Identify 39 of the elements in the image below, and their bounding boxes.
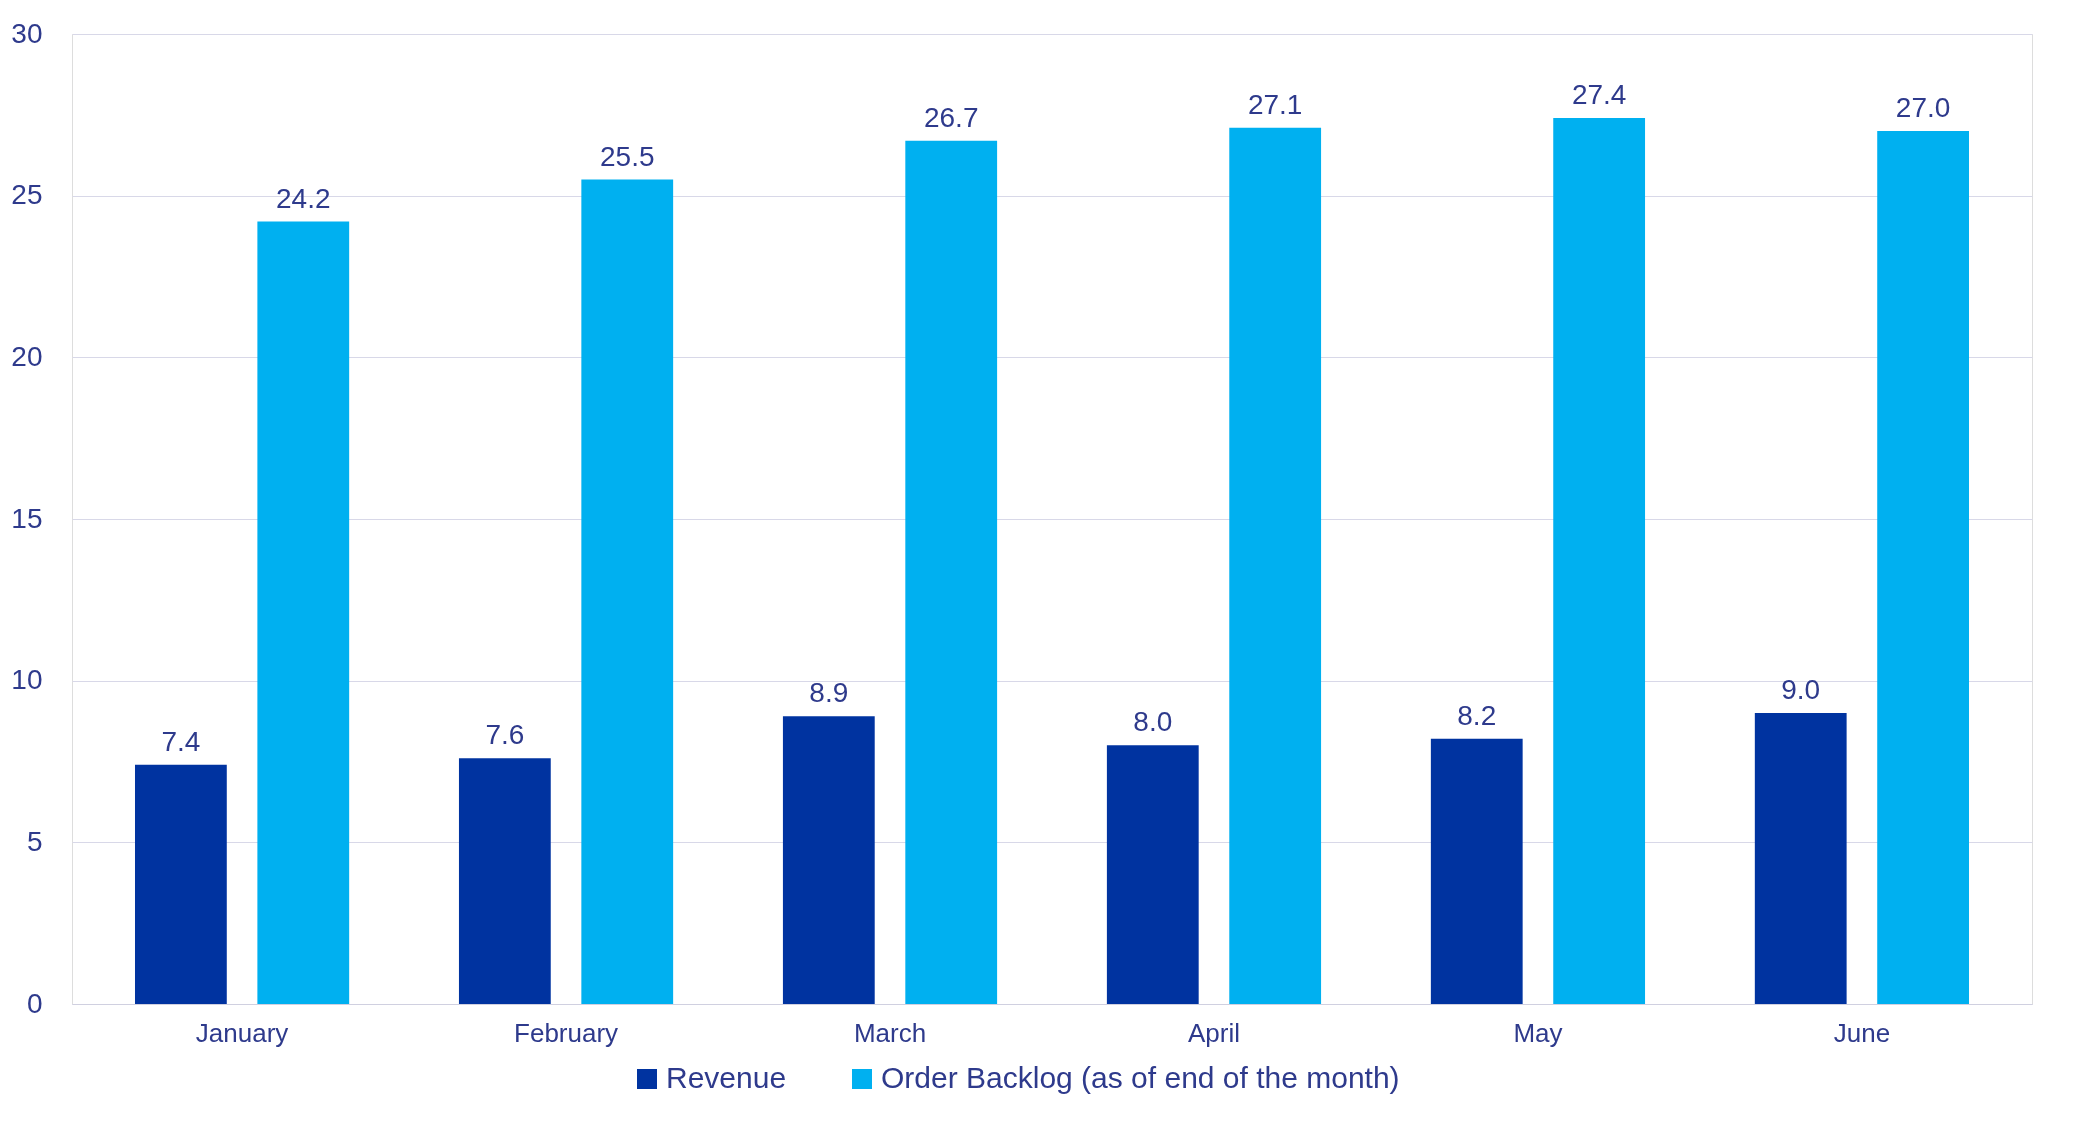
data-label: 27.4	[1571, 79, 1627, 111]
x-tick-label: March	[853, 1017, 927, 1048]
data-label: 8.0	[1133, 706, 1173, 738]
bar	[581, 179, 674, 1004]
x-tick-label: February	[514, 1017, 619, 1048]
bar	[1754, 713, 1847, 1004]
y-tick-label: 15	[11, 502, 43, 534]
data-label: 27.0	[1895, 92, 1951, 123]
bar	[134, 764, 227, 1004]
y-tick-label: 10	[11, 664, 43, 696]
x-tick-label: January	[195, 1017, 289, 1048]
bar	[1229, 127, 1322, 1004]
bar	[782, 716, 875, 1004]
data-label: 8.2	[1457, 699, 1497, 731]
x-tick-label: April	[1187, 1017, 1240, 1048]
bar	[1106, 745, 1199, 1004]
x-tick-label: June	[1833, 1017, 1891, 1048]
y-tick-label: 5	[26, 825, 43, 857]
bar	[257, 221, 350, 1004]
data-label: 9.0	[1781, 674, 1821, 705]
data-label: 24.2	[276, 182, 331, 214]
data-label: 25.5	[599, 140, 655, 172]
bar	[905, 140, 998, 1004]
data-label: 7.4	[161, 725, 201, 757]
y-tick-label: 30	[11, 17, 43, 49]
y-tick-label: 0	[26, 987, 43, 1019]
legend-label: Revenue	[666, 1061, 787, 1094]
data-label: 26.7	[923, 101, 979, 133]
y-tick-label: 20	[11, 340, 43, 372]
bar	[1877, 131, 1970, 1004]
data-label: 27.1	[1247, 88, 1303, 120]
bar	[1430, 738, 1523, 1004]
bar	[1553, 118, 1646, 1004]
legend-label: Order Backlog (as of end of the month)	[881, 1061, 1400, 1094]
data-label: 8.9	[809, 677, 849, 709]
bar	[458, 758, 551, 1004]
data-label: 7.6	[485, 719, 525, 751]
y-tick-label: 25	[11, 179, 43, 211]
x-tick-label: May	[1513, 1017, 1563, 1048]
